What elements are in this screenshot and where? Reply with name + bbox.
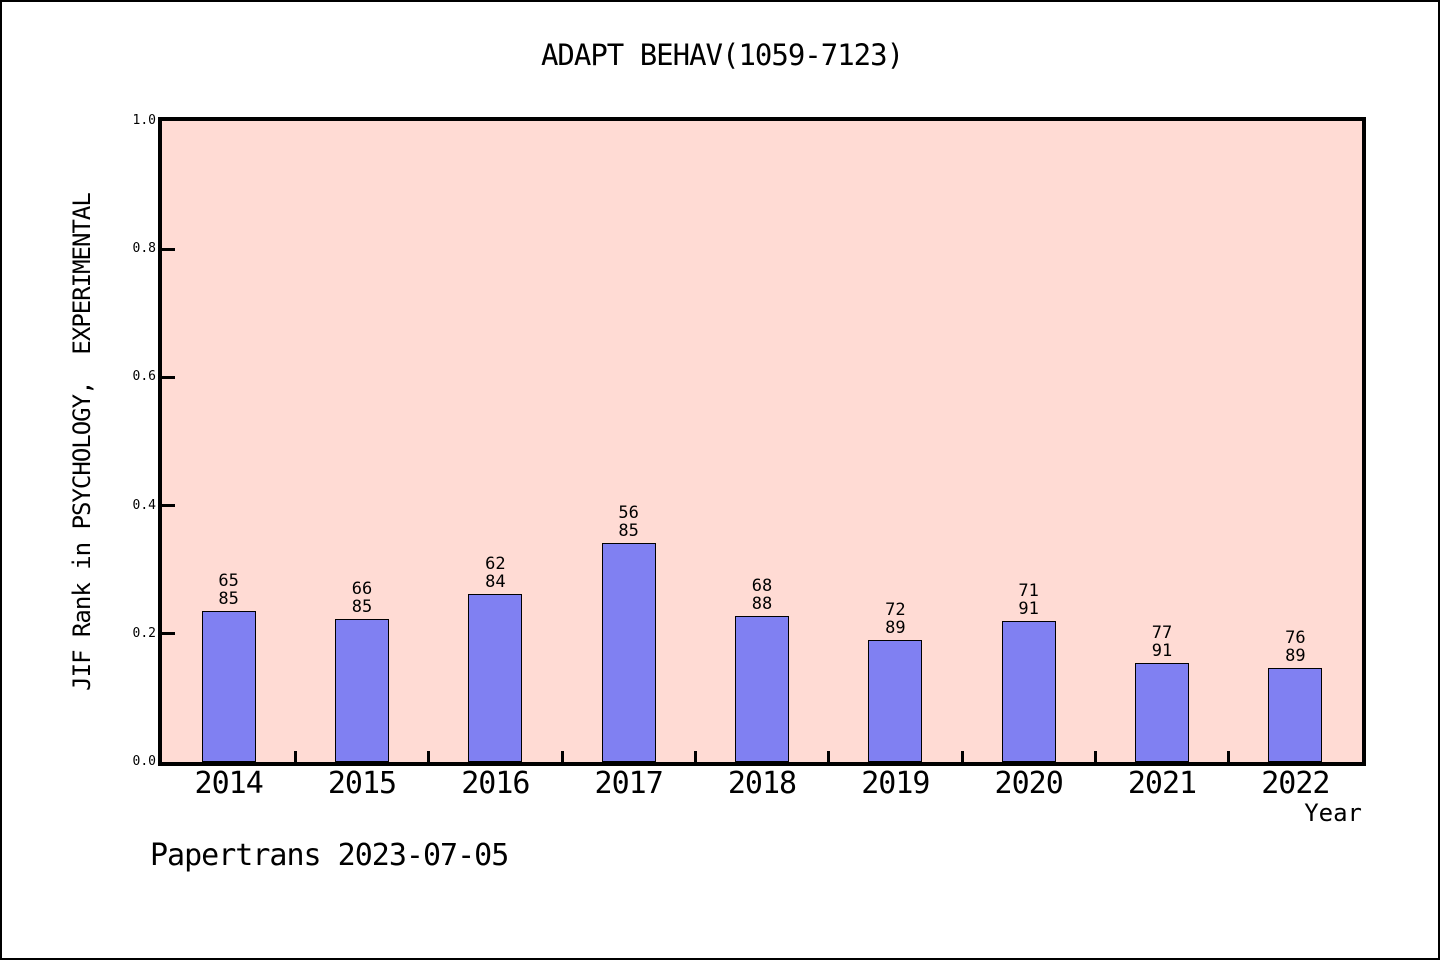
x-axis-label: Year (1304, 799, 1362, 827)
x-tick-mark (293, 751, 297, 762)
bar (868, 640, 923, 762)
bar-value-label: 72 89 (885, 600, 906, 638)
y-tick-mark (162, 504, 175, 508)
x-tick-label: 2016 (461, 766, 530, 801)
bar (201, 611, 256, 762)
bar-value-label: 65 85 (218, 571, 239, 609)
x-tick-mark (827, 751, 831, 762)
bar (468, 594, 523, 762)
plot-area: 65 85 66 85 62 84 56 85 68 88 72 89 71 91 77 91… (158, 117, 1366, 766)
y-tick-mark (162, 375, 175, 379)
bar (1001, 621, 1056, 762)
bar-value-label: 77 91 (1151, 623, 1173, 661)
y-tick-label: 0.8 (132, 241, 156, 257)
y-tick-mark (162, 632, 175, 636)
x-tick-label: 2021 (1127, 766, 1197, 801)
y-tick-label: 0.4 (132, 497, 156, 513)
footer-watermark: Papertrans 2023-07-05 (150, 838, 509, 873)
bar (335, 619, 389, 762)
bar (735, 616, 789, 762)
bar-value-label: 62 84 (485, 554, 506, 592)
y-tick-label: 0.6 (132, 369, 156, 385)
x-tick-mark (693, 751, 697, 762)
x-tick-mark (560, 751, 564, 762)
x-tick-mark (1093, 751, 1097, 762)
x-tick-label: 2017 (594, 766, 664, 801)
x-tick-label: 2020 (994, 766, 1064, 801)
x-tick-mark (1227, 751, 1231, 762)
x-tick-label: 2015 (327, 766, 397, 801)
y-axis-label: JIF Rank in PSYCHOLOGY, EXPERIMENTAL (68, 193, 96, 691)
bar-value-label: 68 88 (751, 576, 773, 614)
bar-value-label: 71 91 (1018, 581, 1039, 619)
x-tick-mark (960, 751, 964, 762)
y-tick-label: 0.2 (132, 625, 156, 641)
bar (601, 543, 656, 762)
y-tick-label: 1.0 (132, 113, 156, 128)
bar-value-label: 56 85 (618, 503, 639, 541)
x-tick-label: 2022 (1261, 766, 1330, 801)
y-tick-label: 0.0 (132, 754, 156, 769)
x-tick-label: 2019 (861, 766, 930, 801)
x-tick-label: 2018 (727, 766, 797, 801)
bar-value-label: 76 89 (1285, 628, 1306, 666)
bar (1268, 668, 1323, 762)
bar (1135, 663, 1189, 762)
y-tick-mark (162, 247, 175, 251)
chart-title: ADAPT BEHAV(1059-7123) (540, 38, 904, 72)
x-tick-label: 2014 (194, 766, 264, 801)
x-tick-mark (427, 751, 431, 762)
bar-value-label: 66 85 (351, 579, 373, 617)
